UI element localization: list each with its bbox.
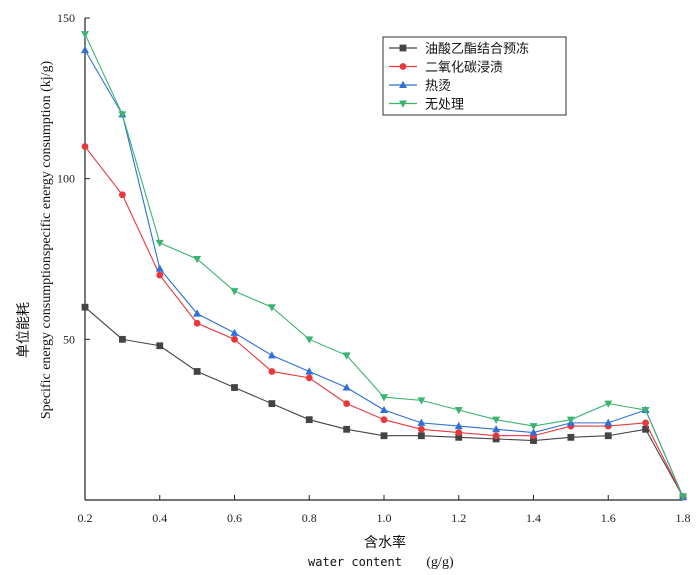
series-line xyxy=(84,146,684,498)
data-point xyxy=(267,351,276,359)
data-point xyxy=(604,432,612,440)
data-point xyxy=(642,419,650,427)
data-point xyxy=(268,368,276,375)
data-point xyxy=(230,288,239,296)
data-point xyxy=(193,256,202,264)
data-point xyxy=(81,303,89,311)
x-tick-label: 0.6 xyxy=(227,511,242,525)
data-point xyxy=(81,31,89,39)
data-point xyxy=(417,418,426,426)
x-axis-title-en: water content xyxy=(308,555,402,569)
data-point xyxy=(267,304,276,312)
data-point xyxy=(417,432,425,440)
axes-group: 0.2 0.4 0.6 0.8 1.0 1.2 1.4 1.6 1.8 50 100 150 xyxy=(57,11,691,525)
legend-marker xyxy=(399,44,407,52)
data-point xyxy=(118,335,126,343)
data-point xyxy=(156,271,164,279)
x-axis-unit: (g/g) xyxy=(426,555,454,570)
data-point xyxy=(342,383,351,391)
data-point xyxy=(455,433,463,441)
data-point xyxy=(492,432,500,440)
data-point xyxy=(231,335,238,343)
y-tick-label: 100 xyxy=(57,172,75,186)
data-point xyxy=(566,416,575,424)
data-point xyxy=(380,416,388,424)
data-point xyxy=(604,400,613,408)
y-axis-title-cn: 单位能耗 xyxy=(16,302,32,358)
data-point xyxy=(454,421,463,430)
y-axis-title-en: Specific energy consumptionspecific ener… xyxy=(39,60,54,419)
legend-marker xyxy=(399,100,407,108)
data-point xyxy=(492,416,501,424)
series-line xyxy=(84,306,684,498)
data-point xyxy=(156,342,164,350)
data-point xyxy=(492,425,501,433)
series-1 xyxy=(81,303,687,501)
data-point xyxy=(642,425,650,433)
x-tick-label: 1.8 xyxy=(676,511,691,525)
data-point xyxy=(305,416,313,424)
x-tick-label: 0.2 xyxy=(78,511,93,525)
x-axis-title-cn: 含水率 xyxy=(364,534,406,551)
series-2 xyxy=(81,143,687,501)
legend-label: 热烫 xyxy=(425,79,451,94)
x-tick-label: 0.8 xyxy=(302,511,317,525)
data-point xyxy=(380,405,388,414)
data-point xyxy=(417,397,426,405)
data-point xyxy=(118,111,127,119)
legend-label: 油酸乙酯结合预冻 xyxy=(425,41,529,57)
data-point xyxy=(380,432,388,440)
data-point xyxy=(305,336,314,344)
series-line xyxy=(84,49,684,498)
legend-marker xyxy=(399,63,407,70)
data-point xyxy=(641,407,650,415)
legend-marker xyxy=(399,80,407,88)
legend-box xyxy=(382,36,567,116)
x-tick-label: 1.0 xyxy=(377,511,392,525)
data-point xyxy=(530,437,537,444)
x-tick-label: 0.4 xyxy=(152,511,167,525)
x-tick-label: 1.4 xyxy=(526,511,541,525)
data-point xyxy=(454,407,463,415)
y-tick-label: 150 xyxy=(57,11,75,25)
series-4 xyxy=(81,31,687,501)
x-tick-label: 1.2 xyxy=(451,511,466,525)
legend-label: 无处理 xyxy=(425,98,464,113)
data-point xyxy=(529,423,538,431)
data-point xyxy=(342,352,351,360)
data-point xyxy=(268,400,276,407)
data-point xyxy=(380,394,388,402)
legend-label: 二氧化碳浸渍 xyxy=(425,61,503,76)
data-point xyxy=(305,374,313,382)
data-point xyxy=(455,429,463,436)
data-point xyxy=(155,239,164,248)
data-point xyxy=(305,367,314,375)
data-point xyxy=(193,309,202,317)
data-point xyxy=(343,425,351,433)
data-point xyxy=(679,493,687,501)
data-point xyxy=(231,384,238,391)
data-point xyxy=(81,143,89,150)
data-point xyxy=(343,400,351,407)
data-point xyxy=(417,425,425,433)
data-point xyxy=(155,264,164,272)
data-point xyxy=(567,433,575,441)
data-point xyxy=(81,45,89,54)
x-tick-label: 1.6 xyxy=(601,511,616,525)
data-point xyxy=(118,191,126,199)
data-point xyxy=(604,418,613,426)
data-point xyxy=(193,368,201,375)
data-point xyxy=(193,319,201,327)
data-point xyxy=(230,328,239,336)
data-point xyxy=(529,428,538,436)
series-group xyxy=(81,31,687,501)
y-tick-label: 50 xyxy=(63,332,75,346)
